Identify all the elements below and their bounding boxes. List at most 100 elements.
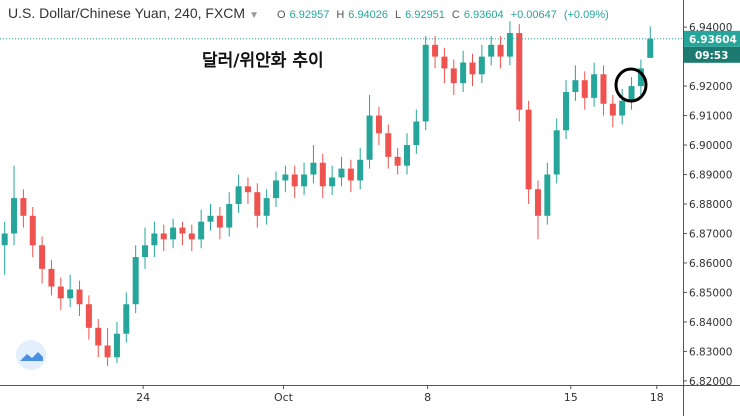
legend-value: 6.92951	[405, 9, 445, 21]
candle-body	[67, 289, 74, 299]
change-percent: (+0.09%)	[563, 9, 609, 21]
legend-key: C	[451, 9, 460, 21]
candle-body	[609, 103, 616, 116]
candle-body	[403, 145, 410, 166]
y-tick-label: 6.87000	[689, 228, 732, 240]
candle-body	[413, 121, 420, 146]
y-tick-label: 6.90000	[689, 140, 732, 152]
candle-body	[385, 133, 392, 157]
price-tag-label: 6.93604	[689, 34, 737, 46]
candle-body	[123, 304, 130, 334]
legend-key: H	[336, 9, 345, 21]
candle-body	[160, 233, 167, 240]
candle-body	[581, 80, 588, 98]
candle-body	[600, 74, 607, 104]
price-tag	[684, 30, 740, 47]
countdown-label: 09:53	[695, 50, 728, 62]
candle-body	[591, 74, 598, 98]
candle-body	[207, 215, 214, 222]
candle-body	[254, 192, 261, 216]
candle-body	[338, 168, 345, 178]
countdown-tag	[684, 46, 740, 63]
change: +0.00647	[510, 9, 557, 21]
candle-body	[525, 109, 532, 190]
annotation: 달러/위안화 추이	[202, 51, 324, 71]
candle-body	[48, 268, 55, 287]
highlight-circle	[614, 67, 648, 103]
x-tick-label: 18	[650, 391, 664, 404]
x-tick-label: Oct	[274, 391, 294, 404]
candle-body	[1, 233, 8, 246]
candle-body	[132, 257, 139, 305]
candle-body	[310, 162, 317, 175]
candle-body	[432, 44, 439, 57]
candle-body	[506, 33, 513, 57]
candle-body	[151, 233, 158, 246]
candle-body	[263, 198, 270, 216]
candle-body	[488, 44, 495, 57]
candle-body	[76, 289, 83, 305]
y-tick-label: 6.83000	[689, 346, 732, 358]
candle-body	[347, 168, 354, 181]
candle-body	[170, 227, 177, 240]
candle-body	[478, 56, 485, 75]
candle-body	[469, 62, 476, 75]
candle-body	[450, 68, 457, 84]
logo	[16, 340, 46, 370]
y-tick-label: 6.85000	[689, 287, 732, 299]
y-tick-label: 6.82000	[689, 376, 732, 388]
logo-mark	[20, 352, 43, 361]
candle-body	[179, 227, 186, 234]
candle-body	[441, 56, 448, 69]
legend-key: L	[395, 9, 402, 21]
candle-body	[85, 304, 92, 328]
candle-body	[291, 174, 298, 187]
candle-body	[534, 189, 541, 216]
candle-body	[563, 91, 570, 131]
candle-body	[628, 86, 635, 101]
candle-body	[516, 33, 523, 110]
candle-body	[216, 215, 223, 228]
candle-body	[319, 162, 326, 187]
candle-body	[29, 215, 36, 246]
legend-key: O	[276, 9, 286, 21]
legend-value: 6.92957	[289, 9, 330, 21]
x-tick-label: 15	[564, 391, 578, 404]
candle-body	[104, 345, 111, 358]
candle-body	[460, 62, 467, 84]
candle-body	[619, 100, 626, 116]
candle-body	[39, 245, 46, 269]
candle-body	[235, 186, 242, 204]
y-tick-label: 6.84000	[689, 317, 732, 329]
candle-body	[375, 115, 382, 134]
candle-body	[422, 44, 429, 122]
y-tick-label: 6.92000	[689, 81, 732, 93]
dropdown-arrow[interactable]: ▼	[249, 10, 259, 21]
candle-body	[572, 80, 579, 92]
candle-body	[637, 68, 644, 87]
candle-body	[188, 233, 195, 240]
candle-body	[497, 44, 504, 57]
candle-body	[553, 130, 560, 175]
candle-body	[282, 174, 289, 181]
x-tick-label: 24	[136, 391, 150, 404]
candle-body	[198, 221, 205, 240]
candle-body	[273, 180, 280, 199]
candle-body	[95, 327, 102, 346]
candle-body	[301, 174, 308, 187]
candle-body	[113, 333, 120, 358]
chart-header: U.S. Dollar/Chinese Yuan, 240, FXCM ▼ O …	[8, 5, 612, 21]
legend-value: 6.94026	[348, 9, 389, 21]
candle-body	[394, 156, 401, 166]
candle-body	[20, 198, 27, 216]
y-tick-label: 6.91000	[689, 111, 732, 123]
candle-body	[11, 198, 18, 234]
candle-body	[142, 245, 149, 258]
y-tick-label: 6.89000	[689, 170, 732, 182]
y-tick-label: 6.86000	[689, 258, 732, 270]
candle-body	[226, 203, 233, 228]
candle-body	[244, 186, 251, 193]
candle-body	[57, 286, 64, 299]
